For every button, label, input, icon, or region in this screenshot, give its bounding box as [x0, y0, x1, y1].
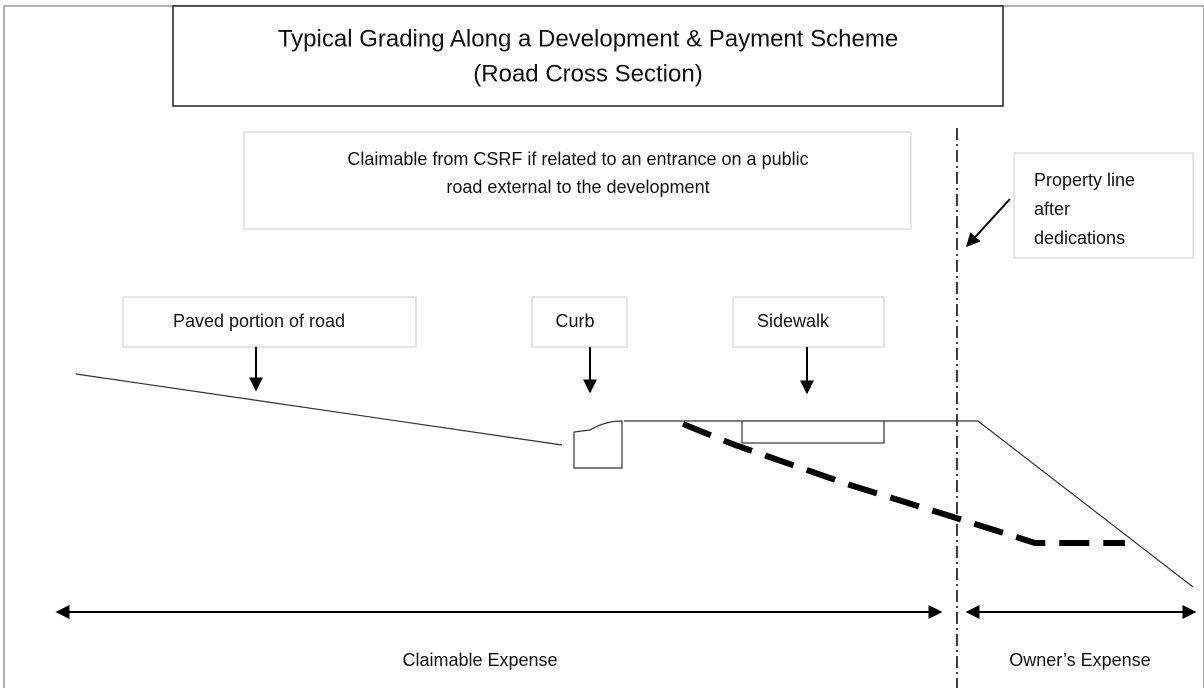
label: Curb — [555, 311, 594, 331]
label-box — [732, 296, 885, 348]
property-text: dedications — [1034, 228, 1125, 248]
curb — [573, 420, 623, 469]
arrow — [966, 198, 1011, 248]
property-text: after — [1034, 199, 1070, 219]
title-box — [172, 5, 1004, 107]
title-line: Typical Grading Along a Development & Pa… — [278, 25, 898, 52]
label-box — [531, 296, 628, 348]
sidewalk — [741, 420, 885, 444]
expense-label: Owner’s Expense — [1009, 650, 1150, 670]
note-line: Claimable from CSRF if related to an ent… — [347, 149, 808, 169]
note-line: road external to the development — [446, 177, 709, 197]
property-box — [1013, 152, 1194, 259]
label-box — [122, 296, 417, 348]
label: Paved portion of road — [173, 311, 345, 331]
expense-label: Claimable Expense — [402, 650, 557, 670]
note-box — [243, 131, 912, 230]
grading-line — [681, 421, 1125, 546]
road-surface — [75, 373, 563, 446]
title-line: (Road Cross Section) — [473, 60, 702, 87]
property-text: Property line — [1034, 170, 1135, 190]
label: Sidewalk — [757, 311, 830, 331]
